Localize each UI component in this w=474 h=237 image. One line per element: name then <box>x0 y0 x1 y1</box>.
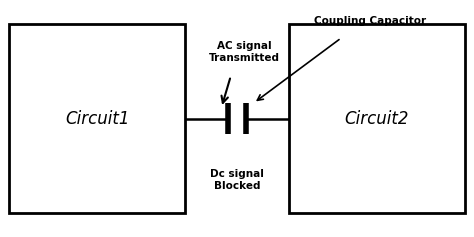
Text: Dc signal
Blocked: Dc signal Blocked <box>210 169 264 191</box>
Text: AC signal
Transmitted: AC signal Transmitted <box>209 41 280 63</box>
Bar <box>9 24 185 213</box>
Text: Circuit2: Circuit2 <box>345 109 409 128</box>
Text: Coupling Capacitor: Coupling Capacitor <box>314 16 426 26</box>
Bar <box>289 24 465 213</box>
Text: Circuit1: Circuit1 <box>65 109 129 128</box>
